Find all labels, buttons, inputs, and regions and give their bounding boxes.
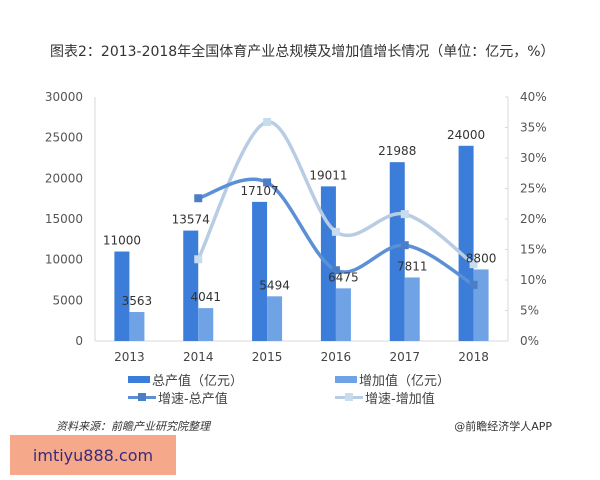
- legend-added-growth: 增速-增加值: [335, 388, 435, 407]
- left-tick-label: 0: [75, 334, 83, 348]
- left-tick-label: 5000: [52, 293, 83, 307]
- bar-added: [198, 308, 214, 341]
- line-marker-icon: [331, 266, 340, 275]
- legend-added: 增加值（亿元）: [335, 370, 450, 389]
- bar-total: [389, 162, 405, 341]
- line-marker-icon: [469, 280, 478, 289]
- right-tick-label: 40%: [520, 90, 547, 104]
- x-tick-label: 2018: [458, 350, 489, 364]
- bar-added: [404, 277, 420, 341]
- x-tick-label: 2015: [252, 350, 283, 364]
- bar-total: [252, 201, 268, 341]
- line-marker-icon: [263, 118, 272, 127]
- source-note: 资料来源：前瞻产业研究院整理: [56, 420, 210, 433]
- bar-added: [335, 288, 351, 341]
- bar-added: [129, 312, 145, 341]
- bar-value-label: 4041: [190, 290, 221, 304]
- bar-value-label: 3563: [122, 294, 153, 308]
- legend-added-growth-line-icon: [335, 393, 363, 401]
- line-marker-icon: [194, 194, 203, 203]
- line-marker-icon: [400, 241, 409, 250]
- right-tick-label: 25%: [520, 182, 547, 196]
- bar-value-label: 5494: [259, 278, 290, 292]
- line-marker-icon: [400, 210, 409, 219]
- left-tick-label: 20000: [45, 171, 83, 185]
- x-tick-label: 2013: [114, 350, 145, 364]
- line-marker-icon: [263, 178, 272, 187]
- bar-total: [183, 230, 199, 341]
- bar-value-label: 8800: [466, 251, 497, 265]
- line-added-growth: [196, 120, 475, 266]
- legend-total: 总产值（亿元）: [128, 370, 243, 389]
- right-tick-label: 15%: [520, 243, 547, 257]
- legend-total-swatch-icon: [128, 376, 150, 383]
- right-tick-label: 0%: [520, 334, 539, 348]
- legend-added-swatch-icon: [335, 376, 357, 383]
- x-tick-label: 2014: [183, 350, 214, 364]
- line-marker-icon: [331, 227, 340, 236]
- bar-value-label: 17107: [240, 184, 278, 198]
- right-tick-label: 10%: [520, 273, 547, 287]
- bar-added: [267, 296, 283, 341]
- bar-total: [458, 145, 474, 341]
- right-tick-label: 20%: [520, 212, 547, 226]
- left-tick-label: 15000: [45, 212, 83, 226]
- right-tick-label: 30%: [520, 151, 547, 165]
- left-tick-label: 25000: [45, 131, 83, 145]
- bar-total: [114, 251, 130, 341]
- bar-value-label: 7811: [397, 259, 428, 273]
- legend-added-label: 增加值（亿元）: [359, 374, 451, 389]
- ad-banner[interactable]: imtiyu888.com: [10, 435, 176, 475]
- legend-total-growth-label: 增速-总产值: [158, 392, 228, 407]
- x-tick-label: 2017: [389, 350, 420, 364]
- left-tick-label: 10000: [45, 253, 83, 267]
- legend-total-growth: 增速-总产值: [128, 388, 228, 407]
- bar-value-label: 19011: [309, 168, 347, 182]
- line-marker-icon: [469, 260, 478, 269]
- legend-added-growth-label: 增速-增加值: [365, 392, 435, 407]
- left-tick-label: 30000: [45, 90, 83, 104]
- bar-value-label: 24000: [447, 128, 485, 142]
- chart-title: 图表2：2013-2018年全国体育产业总规模及增加值增长情况（单位：亿元，%）: [50, 44, 555, 60]
- bar-added: [473, 269, 489, 341]
- right-tick-label: 5%: [520, 304, 539, 318]
- bar-value-label: 13574: [172, 213, 210, 227]
- legend-total-label: 总产值（亿元）: [152, 374, 244, 389]
- line-marker-icon: [194, 255, 203, 264]
- bar-value-label: 6475: [328, 270, 359, 284]
- right-tick-label: 35%: [520, 121, 547, 135]
- x-tick-label: 2016: [321, 350, 352, 364]
- bar-value-label: 11000: [103, 234, 141, 248]
- legend-total-growth-line-icon: [128, 393, 156, 401]
- bar-value-label: 21988: [378, 144, 416, 158]
- credit-note: @前瞻经济学人APP: [454, 420, 552, 433]
